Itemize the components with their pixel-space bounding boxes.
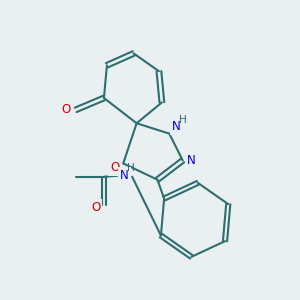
Text: O: O: [91, 201, 100, 214]
Text: N: N: [172, 120, 181, 133]
Text: N: N: [187, 154, 196, 167]
Text: H: H: [179, 115, 187, 125]
Text: O: O: [61, 103, 71, 116]
Text: N: N: [120, 169, 129, 182]
Text: O: O: [110, 161, 120, 174]
Text: H: H: [127, 164, 135, 173]
